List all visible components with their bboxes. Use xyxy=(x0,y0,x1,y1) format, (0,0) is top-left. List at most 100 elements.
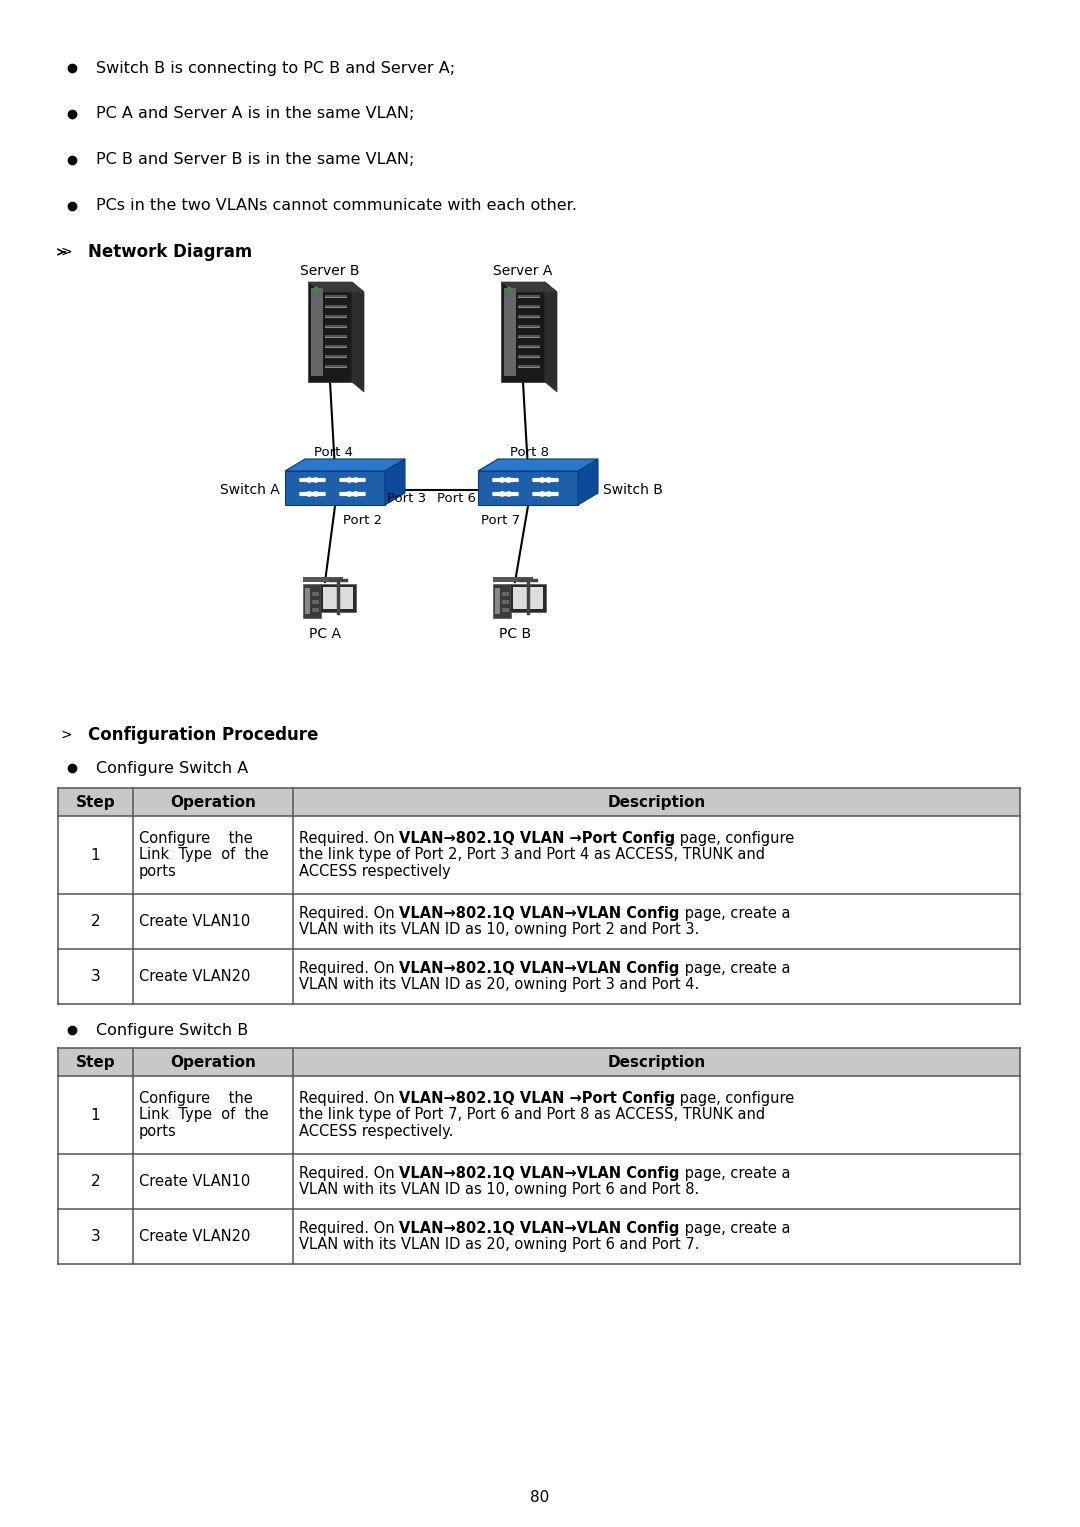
Text: >: > xyxy=(60,244,71,260)
Text: PC A and Server A is in the same VLAN;: PC A and Server A is in the same VLAN; xyxy=(96,107,415,122)
Bar xyxy=(513,586,543,609)
Bar xyxy=(58,788,1020,815)
Bar xyxy=(312,600,319,605)
Text: VLAN→802.1Q VLAN→VLAN Config: VLAN→802.1Q VLAN→VLAN Config xyxy=(400,906,679,921)
Polygon shape xyxy=(285,470,384,505)
Bar xyxy=(325,365,347,368)
Text: 1: 1 xyxy=(91,1107,100,1122)
Text: Server B: Server B xyxy=(300,264,360,278)
Polygon shape xyxy=(352,282,364,392)
Text: Port 6: Port 6 xyxy=(437,492,476,504)
Text: Configure Switch A: Configure Switch A xyxy=(96,760,248,776)
FancyArrow shape xyxy=(343,492,365,496)
FancyArrow shape xyxy=(340,492,362,496)
Bar xyxy=(501,282,545,382)
Text: Port 8: Port 8 xyxy=(511,446,550,460)
Text: Configuration Procedure: Configuration Procedure xyxy=(87,725,319,744)
FancyArrow shape xyxy=(492,478,515,483)
Text: Link  Type  of  the: Link Type of the xyxy=(139,847,269,863)
Bar xyxy=(325,305,347,308)
Text: Server A: Server A xyxy=(494,264,553,278)
Bar xyxy=(325,334,347,337)
Text: the link type of Port 2, Port 3 and Port 4 as ACCESS, TRUNK and: the link type of Port 2, Port 3 and Port… xyxy=(299,847,765,863)
FancyArrow shape xyxy=(492,492,515,496)
Bar xyxy=(502,592,509,596)
Text: Required. On: Required. On xyxy=(299,1165,400,1180)
Text: page, configure: page, configure xyxy=(675,1090,795,1106)
Text: Port 2: Port 2 xyxy=(343,515,382,527)
Text: Network Diagram: Network Diagram xyxy=(87,243,253,261)
FancyArrow shape xyxy=(536,478,558,483)
Bar xyxy=(312,608,319,612)
Bar xyxy=(510,583,546,612)
Text: page, create a: page, create a xyxy=(679,906,791,921)
Text: ports: ports xyxy=(139,1124,177,1139)
FancyArrow shape xyxy=(496,492,518,496)
FancyArrow shape xyxy=(534,478,555,483)
Text: ACCESS respectively: ACCESS respectively xyxy=(299,864,450,880)
Bar xyxy=(58,815,1020,893)
Text: Step: Step xyxy=(76,794,116,809)
Text: page, create a: page, create a xyxy=(679,1165,791,1180)
Text: 1: 1 xyxy=(91,847,100,863)
Text: 2: 2 xyxy=(91,915,100,928)
Text: VLAN→802.1Q VLAN →Port Config: VLAN→802.1Q VLAN →Port Config xyxy=(400,831,675,846)
Bar xyxy=(312,592,319,596)
Polygon shape xyxy=(478,460,598,470)
Text: ports: ports xyxy=(139,864,177,880)
Text: PCs in the two VLANs cannot communicate with each other.: PCs in the two VLANs cannot communicate … xyxy=(96,199,577,214)
Bar xyxy=(502,608,509,612)
FancyArrow shape xyxy=(300,478,322,483)
Text: Step: Step xyxy=(76,1055,116,1069)
Text: Required. On: Required. On xyxy=(299,906,400,921)
Bar xyxy=(492,583,511,618)
Bar xyxy=(303,577,343,582)
Text: 3: 3 xyxy=(91,970,100,983)
Text: Switch A: Switch A xyxy=(220,483,280,496)
FancyArrow shape xyxy=(536,492,558,496)
Polygon shape xyxy=(501,282,557,292)
Bar xyxy=(305,588,310,614)
Bar xyxy=(308,282,352,382)
Text: ACCESS respectively.: ACCESS respectively. xyxy=(299,1124,454,1139)
Text: Create VLAN10: Create VLAN10 xyxy=(139,915,251,928)
Bar xyxy=(325,295,347,298)
Bar xyxy=(58,1077,1020,1154)
Text: VLAN→802.1Q VLAN→VLAN Config: VLAN→802.1Q VLAN→VLAN Config xyxy=(400,1165,679,1180)
Text: VLAN→802.1Q VLAN→VLAN Config: VLAN→802.1Q VLAN→VLAN Config xyxy=(400,960,679,976)
Bar xyxy=(518,365,540,368)
Text: PC A: PC A xyxy=(309,628,341,641)
Text: Description: Description xyxy=(607,794,705,809)
Bar xyxy=(303,583,321,618)
Text: Required. On: Required. On xyxy=(299,960,400,976)
Text: Operation: Operation xyxy=(170,794,256,809)
Text: Required. On: Required. On xyxy=(299,1220,400,1235)
Text: Port 3: Port 3 xyxy=(387,492,427,504)
Text: Configure    the: Configure the xyxy=(139,831,253,846)
Text: PC B: PC B xyxy=(499,628,531,641)
FancyArrow shape xyxy=(303,478,325,483)
Text: Port 4: Port 4 xyxy=(313,446,352,460)
FancyArrow shape xyxy=(300,492,322,496)
FancyArrow shape xyxy=(340,478,362,483)
Bar xyxy=(320,583,356,612)
Polygon shape xyxy=(478,470,578,505)
Text: Required. On: Required. On xyxy=(299,831,400,846)
Bar xyxy=(502,600,509,605)
Text: VLAN→802.1Q VLAN →Port Config: VLAN→802.1Q VLAN →Port Config xyxy=(400,1090,675,1106)
Text: 2: 2 xyxy=(91,1174,100,1190)
Text: page, create a: page, create a xyxy=(679,1220,791,1235)
Bar xyxy=(518,345,540,348)
Text: VLAN with its VLAN ID as 20, owning Port 6 and Port 7.: VLAN with its VLAN ID as 20, owning Port… xyxy=(299,1237,700,1252)
FancyArrow shape xyxy=(343,478,365,483)
Bar xyxy=(325,325,347,328)
Bar xyxy=(323,586,353,609)
Bar xyxy=(58,1048,1020,1077)
Polygon shape xyxy=(285,460,405,470)
Text: Port 7: Port 7 xyxy=(481,515,519,527)
Text: VLAN with its VLAN ID as 20, owning Port 3 and Port 4.: VLAN with its VLAN ID as 20, owning Port… xyxy=(299,977,699,993)
Text: the link type of Port 7, Port 6 and Port 8 as ACCESS, TRUNK and: the link type of Port 7, Port 6 and Port… xyxy=(299,1107,765,1122)
Bar xyxy=(518,295,540,298)
FancyArrow shape xyxy=(496,478,518,483)
Text: 80: 80 xyxy=(530,1489,550,1504)
